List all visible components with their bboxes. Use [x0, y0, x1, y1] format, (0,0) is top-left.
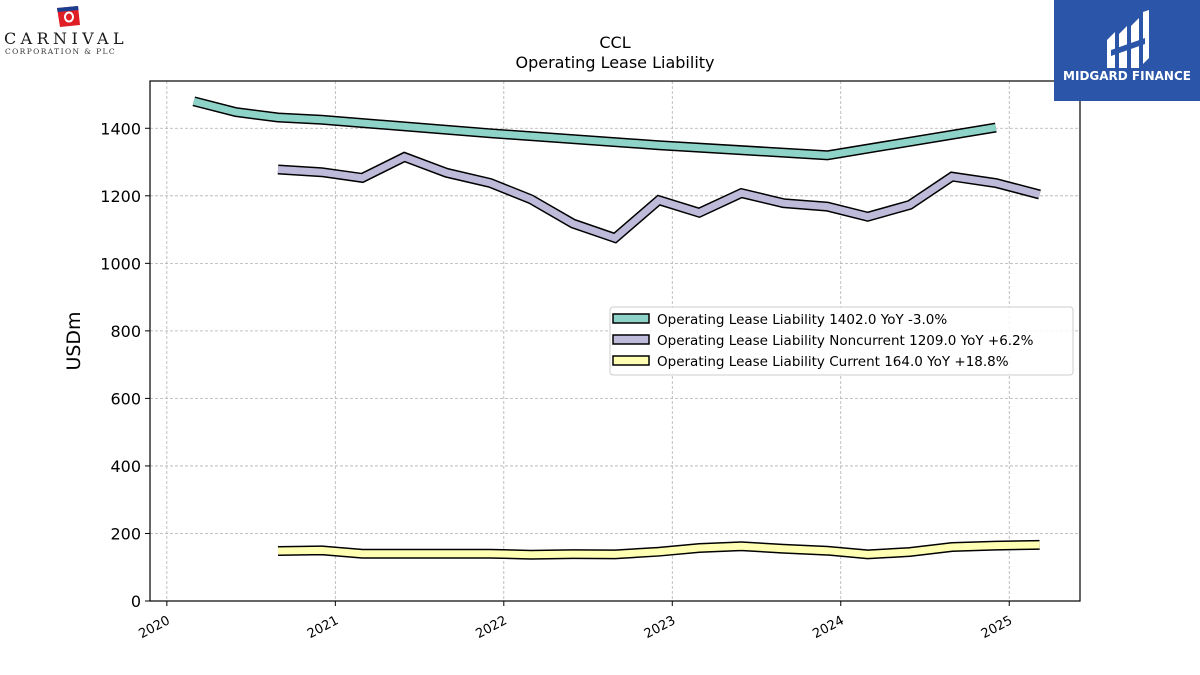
axes: 0 200 400 600 800 1000 1200 1400 2020 2021 2022 202…	[100, 119, 1015, 642]
series-lines	[192, 96, 1041, 560]
legend-swatch	[612, 355, 650, 366]
plot-frame	[149, 80, 1081, 602]
x-tick-label: 2020	[136, 613, 172, 642]
y-tick-label: 600	[110, 389, 141, 408]
legend-box	[609, 306, 1074, 376]
y-axis-label: USDm	[63, 311, 85, 370]
midgard-brand-name: MIDGARD FINANCE	[1063, 69, 1191, 83]
x-tick-label: 2024	[810, 613, 846, 642]
legend-label: Operating Lease Liability 1402.0 YoY -3.…	[657, 312, 947, 328]
series-line	[277, 541, 1040, 559]
carnival-brand-name: CARNIVAL	[4, 29, 129, 48]
legend-label: Operating Lease Liability Noncurrent 120…	[657, 333, 1034, 349]
y-tick-label: 400	[110, 457, 141, 476]
carnival-logo: CARNIVAL CORPORATION & PLC	[0, 0, 140, 62]
y-tick-label: 800	[110, 322, 141, 341]
y-tick-label: 200	[110, 524, 141, 543]
chart-title: CCL	[599, 33, 630, 52]
x-tick-label: 2022	[473, 613, 509, 642]
x-tick-label: 2023	[642, 613, 678, 642]
funnel-flag-icon	[57, 6, 80, 27]
midgard-finance-badge: MIDGARD FINANCE	[1054, 0, 1200, 101]
y-tick-label: 1200	[100, 187, 141, 206]
legend: Operating Lease Liability 1402.0 YoY -3.…	[609, 306, 1074, 376]
legend-label: Operating Lease Liability Current 164.0 …	[657, 354, 1009, 370]
chart-subtitle: Operating Lease Liability	[515, 53, 714, 72]
series-line	[277, 153, 1041, 242]
x-tick-label: 2021	[305, 613, 341, 642]
y-tick-label: 0	[131, 592, 141, 611]
legend-swatch	[612, 313, 650, 324]
midgard-logo-icon	[1107, 10, 1149, 68]
x-tick-label: 2025	[979, 613, 1015, 642]
carnival-brand-subtitle: CORPORATION & PLC	[5, 47, 117, 56]
y-tick-label: 1400	[100, 119, 141, 138]
y-tick-label: 1000	[100, 254, 141, 273]
legend-swatch	[612, 334, 650, 345]
series-line	[192, 97, 997, 159]
